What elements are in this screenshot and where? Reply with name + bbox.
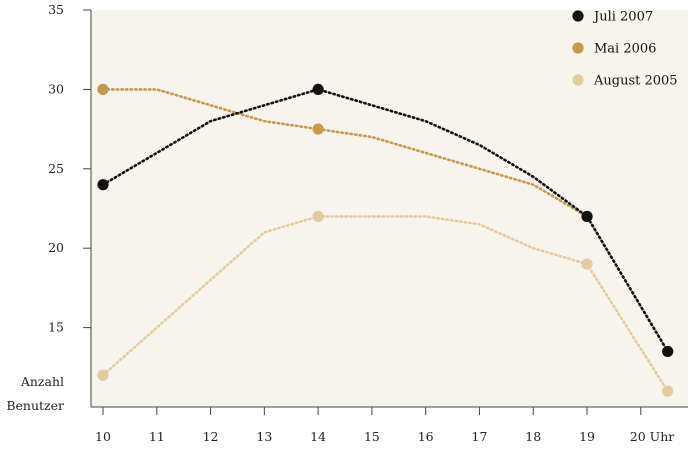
plot-area: [91, 10, 688, 407]
x-tick-label: 11: [149, 429, 165, 444]
x-tick-label: 15: [364, 429, 380, 444]
y-axis-label-line-1: Anzahl: [20, 374, 64, 389]
series-line-juli-2007: [101, 88, 669, 353]
series-group: [97, 83, 674, 397]
x-tick-label: 17: [472, 429, 488, 444]
data-point-august-2005: [662, 385, 674, 397]
x-tick-label: 20 Uhr: [630, 429, 674, 444]
x-tick-label: 13: [256, 429, 272, 444]
legend-marker: [572, 74, 584, 86]
y-tick-label: 35: [48, 2, 64, 17]
legend-label: August 2005: [593, 74, 678, 89]
y-tick-label: 20: [48, 240, 64, 255]
data-point-august-2005: [581, 258, 593, 270]
y-axis-label-line-2: Benutzer: [6, 398, 64, 413]
y-tick-label: 30: [48, 81, 64, 96]
data-point-mai-2006: [312, 123, 324, 135]
x-tick-label: 12: [203, 429, 219, 444]
data-point-juli-2007: [662, 345, 674, 358]
y-tick-labels: 15 20 25 30 35: [48, 2, 91, 335]
data-point-august-2005: [97, 369, 109, 381]
x-tick-label: 19: [579, 429, 595, 444]
legend-label: Juli 2007: [592, 10, 653, 25]
data-point-august-2005: [312, 210, 324, 223]
data-point-juli-2007: [312, 83, 324, 95]
legend-marker: [572, 42, 584, 54]
y-tick-label: 15: [48, 320, 64, 335]
legend: Juli 2007 Mai 2006 August 2005: [572, 10, 678, 89]
legend-marker: [572, 10, 584, 22]
legend-label: Mai 2006: [594, 42, 656, 57]
x-tick-label: 16: [418, 429, 434, 444]
y-tick-label: 25: [48, 161, 64, 176]
x-tick-labels: 10 11 12 13 14 15 16 17 18 19 20 Uhr: [95, 407, 674, 444]
data-point-juli-2007: [97, 179, 109, 191]
axes: [90, 10, 688, 408]
data-point-juli-2007: [581, 210, 593, 223]
x-tick-label: 14: [310, 429, 326, 444]
x-tick-label: 10: [95, 429, 111, 444]
x-tick-label: 18: [525, 429, 541, 444]
series-line-august-2005: [101, 215, 669, 393]
data-point-mai-2006: [97, 83, 109, 95]
series-line-mai-2006: [101, 88, 669, 353]
